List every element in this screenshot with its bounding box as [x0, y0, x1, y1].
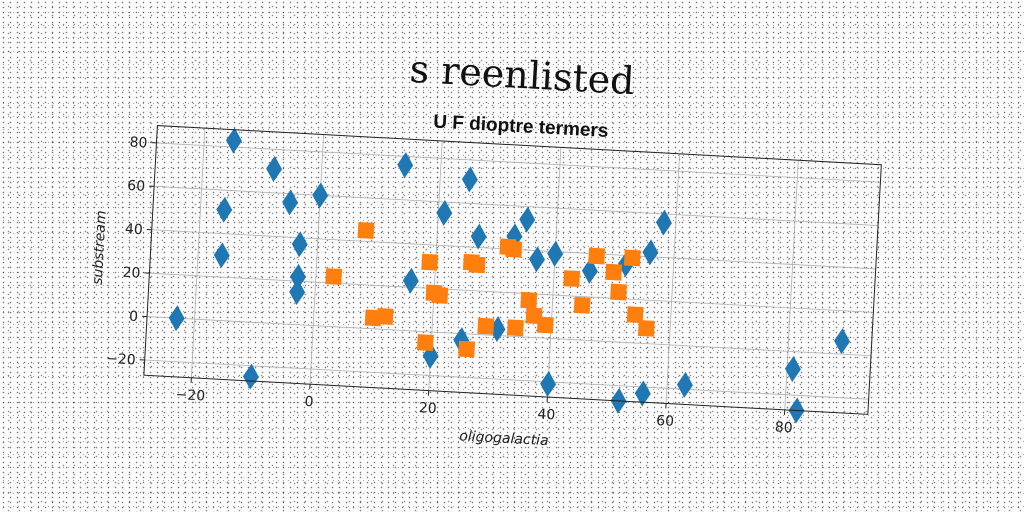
diamond-point	[422, 342, 439, 369]
square-point	[431, 287, 449, 304]
diamond-point	[282, 189, 299, 216]
chart: U F dioptre termers −20 0 20 40 60 80 −20 0 20 40…	[90, 111, 882, 449]
square-point	[376, 307, 394, 325]
diamond-point	[213, 242, 230, 269]
plot-frame	[143, 125, 882, 415]
x-tick-label: 0	[304, 394, 314, 410]
square-point	[573, 296, 591, 314]
diamond-point	[436, 199, 453, 226]
y-tick-label: 20	[122, 265, 141, 282]
y-axis-label: substream	[90, 210, 110, 285]
diamond-point	[461, 166, 478, 193]
square-point	[588, 247, 606, 265]
x-tick-label: 40	[537, 407, 556, 424]
square-point	[637, 319, 655, 337]
diamond-point	[519, 206, 536, 233]
plot-marks	[168, 127, 851, 424]
y-tick-label: 40	[124, 221, 143, 238]
square-point	[507, 319, 524, 337]
square-point	[357, 222, 375, 239]
diamond-point	[242, 363, 259, 390]
square-point	[325, 268, 343, 286]
diamond-point	[266, 155, 283, 182]
x-tick-label: −20	[175, 387, 205, 405]
chart-title: U F dioptre termers	[433, 111, 609, 141]
diamond-point	[402, 267, 419, 294]
diamond-point	[676, 371, 693, 398]
y-tick-label: 80	[129, 134, 148, 151]
diamond-point	[312, 182, 329, 209]
diamond-point	[289, 263, 306, 290]
diamond-point	[453, 327, 470, 354]
diamond-point	[834, 328, 851, 355]
square-point	[623, 249, 641, 267]
y-gridline	[154, 185, 879, 226]
y-gridline	[147, 316, 872, 357]
diamond-point	[168, 305, 185, 332]
x-gridline	[309, 134, 324, 385]
x-tick-label: 60	[656, 413, 675, 430]
x-gridline	[665, 153, 680, 404]
grid	[144, 128, 881, 410]
x-gridline	[190, 128, 206, 378]
y-gridline	[149, 272, 874, 313]
y-tick-label: 60	[127, 178, 146, 195]
diamond-point	[784, 355, 801, 382]
y-gridline	[156, 142, 881, 183]
diamond-point	[581, 257, 598, 284]
diamond-point	[291, 231, 308, 258]
x-gridline	[546, 147, 562, 398]
diamond-point	[216, 196, 233, 223]
diamond-point	[540, 371, 557, 397]
y-tick-label: −20	[106, 351, 136, 369]
diamond-point	[289, 279, 306, 306]
square-point	[605, 263, 623, 281]
square-point	[477, 317, 495, 335]
square-point	[520, 291, 538, 309]
square-point	[416, 334, 434, 351]
diamond-point	[634, 380, 651, 407]
diamond-point	[225, 127, 242, 154]
square-point	[626, 306, 644, 324]
y-gridline	[144, 359, 869, 400]
diamond-point	[397, 152, 414, 179]
diamond-point	[547, 240, 564, 267]
diamond-point	[470, 223, 487, 250]
square-point	[468, 256, 486, 274]
square-point	[505, 240, 523, 258]
page-title: s reenlisted	[409, 47, 636, 103]
diamond-point	[489, 316, 506, 343]
x-axis-label: oligogalactia	[459, 428, 549, 449]
diamond-point	[529, 246, 545, 273]
x-tick-label: 80	[774, 419, 793, 436]
diamond-point	[642, 239, 659, 266]
square-point	[563, 270, 581, 288]
square-point	[536, 316, 554, 334]
x-tick-label: 20	[418, 400, 437, 417]
diamond-point	[655, 209, 672, 236]
square-point	[458, 340, 476, 358]
y-tick-label: 0	[129, 309, 139, 325]
square-point	[610, 283, 627, 301]
axis-ticks: −20 0 20 40 60 80 −20 0 20 40 60 80	[106, 134, 793, 436]
square-point	[421, 253, 439, 271]
